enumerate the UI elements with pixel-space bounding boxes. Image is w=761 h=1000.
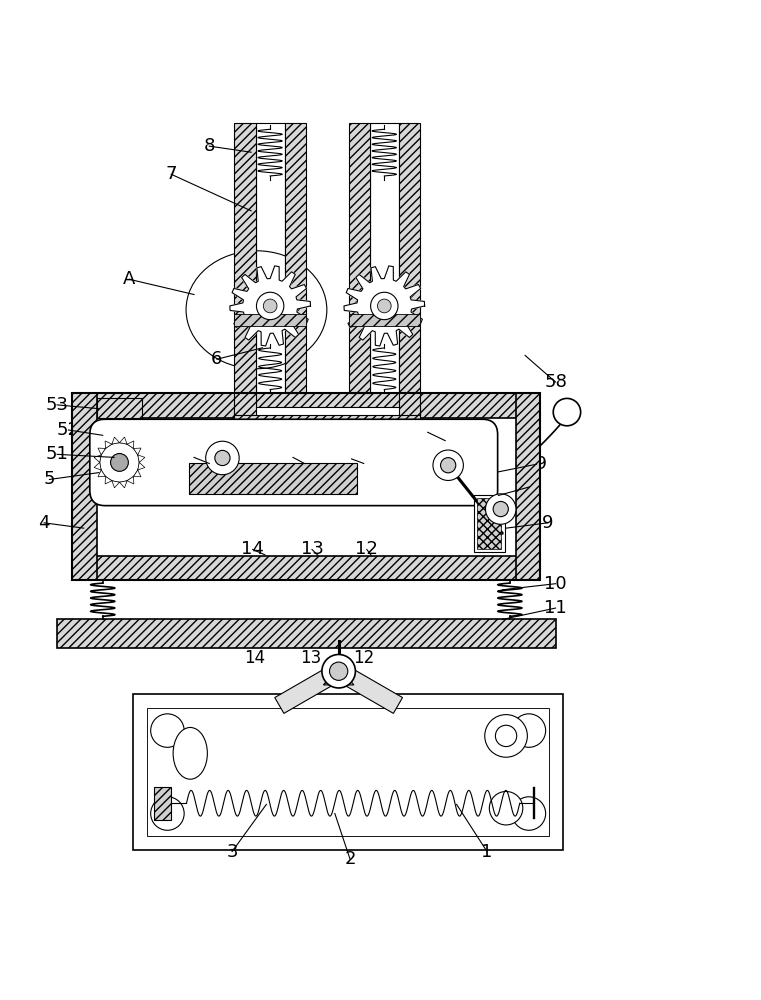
Bar [234, 393, 256, 416]
Text: 5: 5 [43, 470, 56, 488]
FancyBboxPatch shape [90, 419, 498, 506]
Bar [477, 498, 501, 549]
Circle shape [512, 797, 546, 830]
Bar [349, 123, 370, 393]
Circle shape [441, 458, 456, 473]
Bar [256, 123, 285, 393]
Polygon shape [344, 266, 425, 346]
Circle shape [495, 725, 517, 747]
Text: 2: 2 [344, 850, 356, 868]
Circle shape [493, 501, 508, 517]
Text: 3: 3 [226, 843, 238, 861]
Polygon shape [127, 476, 134, 484]
Ellipse shape [174, 727, 207, 779]
Circle shape [100, 443, 139, 482]
Bar [516, 393, 540, 580]
Polygon shape [230, 266, 310, 346]
Text: 14: 14 [241, 540, 264, 558]
Polygon shape [105, 441, 112, 448]
Bar [133, 694, 563, 850]
Text: B: B [523, 478, 535, 496]
Circle shape [489, 791, 523, 825]
Text: 9: 9 [542, 514, 554, 532]
Bar [57, 619, 556, 648]
Polygon shape [119, 437, 127, 444]
Bar [349, 314, 420, 326]
Text: 11: 11 [544, 599, 567, 617]
Bar [399, 123, 420, 393]
Text: 58: 58 [544, 373, 567, 391]
Bar [474, 495, 505, 552]
Bar [154, 787, 171, 820]
Text: 13: 13 [300, 649, 321, 667]
Bar [72, 393, 540, 418]
Circle shape [205, 441, 239, 475]
Polygon shape [138, 455, 145, 462]
Polygon shape [112, 437, 119, 444]
Bar [370, 123, 399, 393]
Circle shape [110, 454, 129, 471]
Circle shape [486, 494, 516, 524]
Polygon shape [275, 663, 343, 713]
Circle shape [377, 299, 391, 313]
Circle shape [371, 292, 398, 320]
Text: 57: 57 [434, 432, 457, 450]
Polygon shape [334, 663, 403, 713]
Text: 13: 13 [301, 540, 323, 558]
Polygon shape [98, 470, 106, 477]
Bar [72, 393, 540, 580]
Circle shape [553, 398, 581, 426]
Circle shape [215, 450, 230, 466]
Text: 10: 10 [544, 575, 567, 593]
Bar [285, 123, 306, 393]
Polygon shape [112, 481, 119, 488]
Circle shape [263, 299, 277, 313]
Bar [234, 407, 420, 416]
Circle shape [330, 662, 348, 680]
Polygon shape [119, 481, 127, 488]
Text: 12: 12 [355, 540, 378, 558]
Text: 53: 53 [46, 396, 68, 414]
Bar [147, 708, 549, 836]
Text: 8: 8 [204, 137, 215, 155]
Polygon shape [133, 448, 141, 455]
Text: 52: 52 [57, 421, 80, 439]
Text: 51: 51 [46, 445, 68, 463]
Bar [234, 314, 306, 326]
Bar [234, 123, 256, 393]
Text: 1: 1 [482, 843, 492, 861]
Text: 6: 6 [212, 350, 222, 368]
Circle shape [256, 292, 284, 320]
Circle shape [151, 797, 184, 830]
Circle shape [151, 714, 184, 747]
Bar [399, 393, 420, 416]
Circle shape [485, 715, 527, 757]
Text: 4: 4 [38, 514, 50, 532]
Text: 7: 7 [165, 165, 177, 183]
Bar [234, 415, 420, 424]
Polygon shape [127, 441, 134, 448]
Circle shape [322, 654, 355, 688]
Polygon shape [94, 462, 101, 470]
Polygon shape [94, 455, 101, 462]
Circle shape [433, 450, 463, 480]
Text: 56: 56 [352, 454, 375, 472]
Text: 59: 59 [525, 455, 548, 473]
Polygon shape [105, 476, 112, 484]
Polygon shape [323, 667, 354, 685]
Polygon shape [98, 448, 106, 455]
Bar [189, 463, 357, 494]
Text: 12: 12 [353, 649, 374, 667]
Bar [72, 556, 540, 580]
Bar [97, 398, 142, 418]
Text: A: A [123, 270, 135, 288]
Circle shape [512, 714, 546, 747]
Text: 55: 55 [293, 454, 316, 472]
Polygon shape [133, 470, 141, 477]
Bar [72, 393, 97, 580]
Text: 14: 14 [244, 649, 266, 667]
Polygon shape [138, 462, 145, 470]
Text: 54: 54 [198, 454, 221, 472]
